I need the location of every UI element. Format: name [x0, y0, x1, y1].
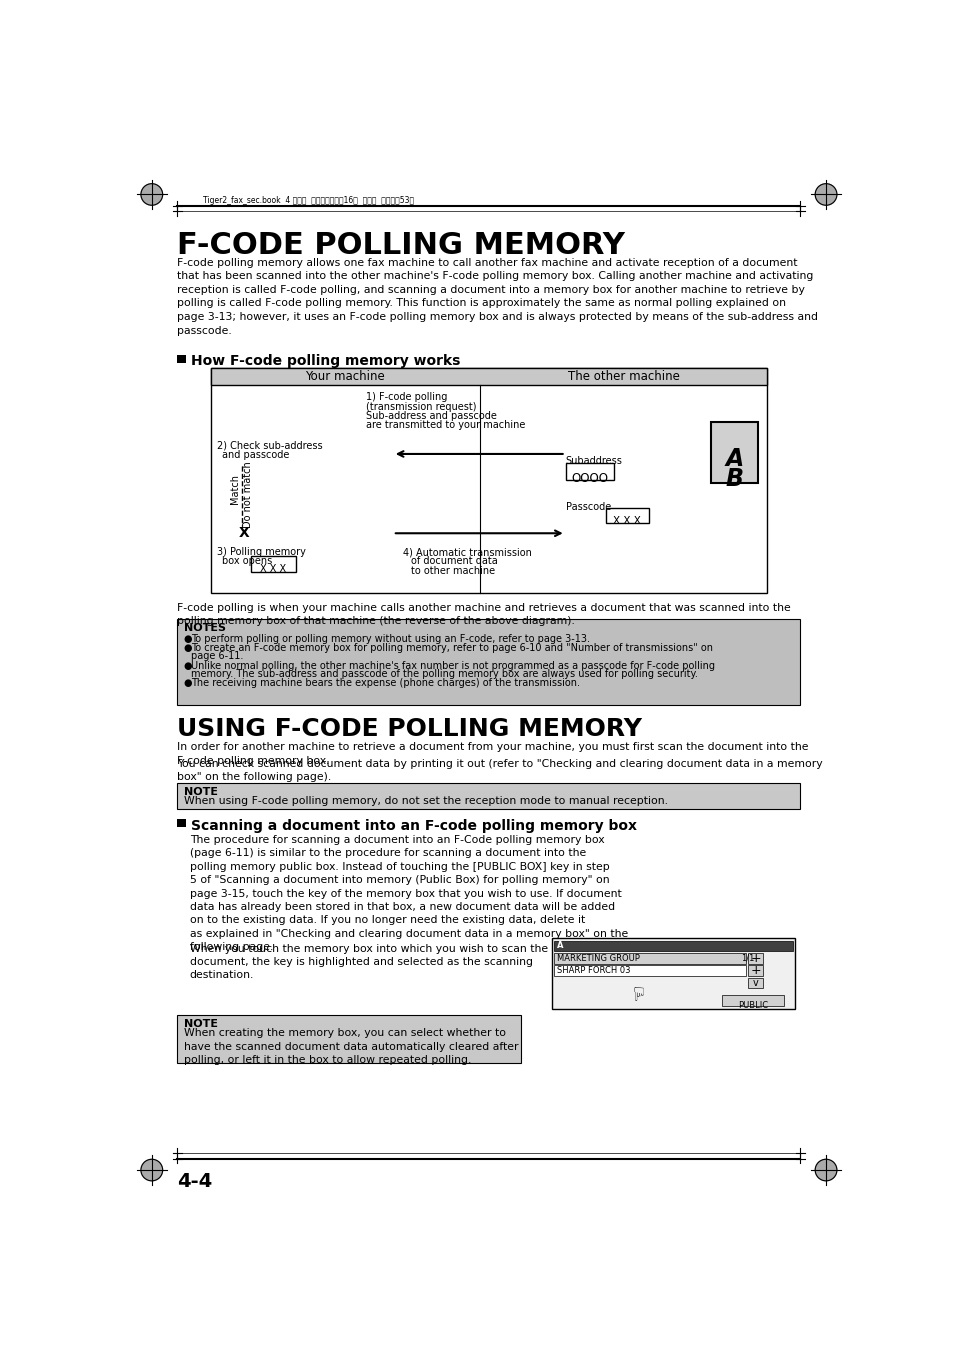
Bar [711, 422, 757, 484]
Text: ☝: ☝ [630, 981, 642, 1000]
Text: To perform polling or polling memory without using an F-code, refer to page 3-13: To perform polling or polling memory wit… [191, 634, 589, 644]
Text: When you touch the memory box into which you wish to scan the
document, the key : When you touch the memory box into which… [190, 943, 547, 981]
Bar [177, 782, 800, 809]
Circle shape [815, 1159, 836, 1181]
Text: Sub-address and passcode: Sub-address and passcode [365, 411, 497, 420]
Text: X X X: X X X [260, 565, 286, 574]
Text: You can check scanned document data by printing it out (refer to "Checking and c: You can check scanned document data by p… [177, 759, 822, 782]
Text: NOTE: NOTE [183, 786, 217, 797]
Text: (transmission request): (transmission request) [365, 401, 476, 412]
Text: In order for another machine to retrieve a document from your machine, you must : In order for another machine to retrieve… [177, 742, 808, 766]
Text: Your machine: Your machine [305, 370, 385, 384]
Text: ●: ● [183, 678, 192, 688]
Text: Match: Match [231, 474, 240, 504]
Text: box opens: box opens [221, 557, 272, 566]
Text: page 6-11.: page 6-11. [191, 651, 243, 662]
Text: To create an F-code memory box for polling memory, refer to page 6-10 and "Numbe: To create an F-code memory box for polli… [191, 643, 712, 654]
Text: X X X: X X X [612, 516, 640, 526]
Bar [177, 1016, 521, 1063]
Text: F-CODE POLLING MEMORY: F-CODE POLLING MEMORY [177, 231, 624, 261]
Bar [251, 557, 295, 571]
Text: F-code polling memory allows one fax machine to call another fax machine and act: F-code polling memory allows one fax mac… [177, 258, 818, 335]
Text: B: B [725, 467, 742, 492]
Bar [211, 367, 766, 593]
Bar [177, 619, 800, 705]
Text: Subaddress: Subaddress [565, 457, 622, 466]
Text: USING F-CODE POLLING MEMORY: USING F-CODE POLLING MEMORY [177, 716, 641, 740]
Text: are transmitted to your machine: are transmitted to your machine [365, 420, 524, 430]
Text: 2) Check sub-address: 2) Check sub-address [216, 440, 322, 451]
Text: memory. The sub-address and passcode of the polling memory box are always used f: memory. The sub-address and passcode of … [191, 669, 697, 678]
Circle shape [141, 1159, 162, 1181]
Text: SHARP FORCH 03: SHARP FORCH 03 [557, 966, 630, 975]
Text: When creating the memory box, you can select whether to
have the scanned documen: When creating the memory box, you can se… [183, 1028, 517, 1065]
Text: 3) Polling memory: 3) Polling memory [216, 547, 306, 557]
Bar [565, 463, 613, 480]
Text: Do not match: Do not match [243, 462, 253, 528]
Text: v: v [752, 978, 758, 988]
Text: Tiger2_fax_sec.book  4 ページ  ２００４年９月16日  木曜日  午前８晉53分: Tiger2_fax_sec.book 4 ページ ２００４年９月16日 木曜日… [203, 196, 414, 205]
Text: OOOO: OOOO [571, 471, 608, 485]
Bar [211, 367, 766, 385]
Text: 4-4: 4-4 [177, 1173, 213, 1192]
Text: When using F-code polling memory, do not set the reception mode to manual recept: When using F-code polling memory, do not… [183, 796, 667, 805]
Text: The other machine: The other machine [567, 370, 679, 384]
Text: The procedure for scanning a document into an F-Code polling memory box
(page 6-: The procedure for scanning a document in… [190, 835, 627, 952]
Text: 4) Automatic transmission: 4) Automatic transmission [402, 547, 531, 557]
Text: 1) F-code polling: 1) F-code polling [365, 392, 447, 403]
Text: and passcode: and passcode [221, 450, 289, 461]
Text: ●: ● [183, 661, 192, 670]
Bar [605, 508, 648, 523]
Text: Scanning a document into an F-code polling memory box: Scanning a document into an F-code polli… [191, 819, 636, 834]
Bar [551, 939, 794, 1009]
Text: +: + [749, 965, 760, 977]
Text: Unlike normal polling, the other machine's fax number is not programmed as a pas: Unlike normal polling, the other machine… [191, 661, 714, 670]
Text: MARKETING GROUP: MARKETING GROUP [557, 954, 639, 963]
Text: NOTE: NOTE [183, 1019, 217, 1029]
Bar [177, 819, 186, 827]
Text: X: X [238, 526, 249, 539]
Bar [554, 952, 745, 963]
Text: +: + [749, 952, 760, 965]
Text: How F-code polling memory works: How F-code polling memory works [191, 354, 459, 367]
Text: The receiving machine bears the expense (phone charges) of the transmission.: The receiving machine bears the expense … [191, 678, 578, 688]
Text: A: A [724, 447, 743, 470]
Text: A: A [557, 942, 563, 950]
Bar [721, 996, 783, 1006]
Bar [554, 940, 792, 951]
Text: Passcode: Passcode [565, 503, 610, 512]
Bar [747, 965, 762, 975]
Text: NOTES: NOTES [183, 623, 225, 634]
Circle shape [815, 184, 836, 205]
Bar [554, 965, 745, 975]
Bar [747, 978, 762, 989]
Text: ●: ● [183, 643, 192, 654]
Bar [177, 354, 186, 363]
Text: to other machine: to other machine [410, 566, 495, 576]
Text: ●: ● [183, 634, 192, 644]
Text: PUBLIC: PUBLIC [738, 1001, 767, 1009]
Text: of document data: of document data [410, 557, 497, 566]
Text: F-code polling is when your machine calls another machine and retrieves a docume: F-code polling is when your machine call… [177, 603, 790, 626]
Text: 1/1: 1/1 [740, 954, 754, 963]
Circle shape [141, 184, 162, 205]
Bar [747, 952, 762, 963]
